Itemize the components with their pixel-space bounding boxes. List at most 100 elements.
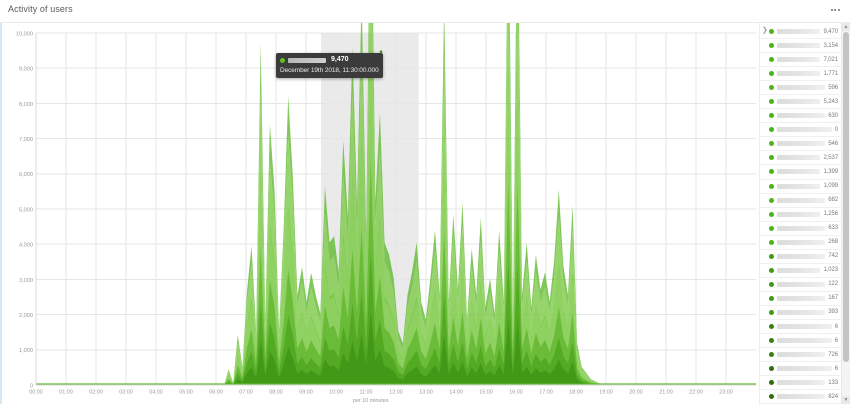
legend-series-value: 7,021 — [823, 56, 838, 63]
tooltip-timestamp: December 19th 2018, 11:30:00.000 — [280, 66, 379, 74]
legend-row[interactable]: 1,023 — [760, 264, 841, 278]
caret-up-icon[interactable]: ▲ — [842, 23, 850, 31]
legend-row[interactable]: 393 — [760, 306, 841, 320]
legend-series-color-dot — [769, 366, 774, 372]
y-axis-tick-label: 2,000 — [19, 313, 33, 319]
y-axis-tick-label: 8,000 — [19, 102, 33, 108]
x-axis-tick-label: 19:00 — [599, 390, 613, 396]
activity-area-chart[interactable]: 0 1,000 2,000 3,000 4,000 5,000 6,000 7,000 8,00… — [2, 23, 760, 405]
legend-series-label — [777, 71, 821, 77]
tooltip-value: 9,470 — [331, 56, 349, 63]
legend-row[interactable]: 9,470 — [760, 25, 841, 40]
legend-series-color-dot — [769, 43, 774, 49]
legend-series-label — [777, 295, 826, 301]
chart-tooltip: 9,470 December 19th 2018, 11:30:00.000 — [276, 53, 383, 79]
x-axis-tick-label: 15:00 — [479, 390, 493, 396]
x-axis-tick-label: 13:00 — [419, 390, 433, 396]
x-axis-tick-label: 06:00 — [209, 390, 223, 396]
scrollbar-thumb[interactable] — [843, 32, 849, 362]
legend-series-label — [777, 155, 821, 161]
legend-series-value: 3,154 — [823, 42, 838, 49]
legend-row[interactable]: 6 — [760, 362, 841, 377]
x-axis-tick-label: 21:00 — [659, 390, 673, 396]
legend-row[interactable]: 630 — [760, 109, 841, 124]
legend-row[interactable]: 596 — [760, 81, 841, 96]
legend-row[interactable]: 0 — [760, 123, 841, 138]
tooltip-series-label — [288, 57, 326, 63]
x-axis-tick-label: 08:00 — [269, 390, 283, 396]
legend-list[interactable]: 9,470 3,154 7,021 1,771 596 5,243 630 0 546 2,537… — [760, 23, 841, 404]
chevron-right-icon[interactable]: ❯ — [762, 27, 768, 34]
x-axis-tick-label: 07:00 — [239, 390, 253, 396]
legend-series-color-dot — [769, 113, 774, 119]
chart-container[interactable]: 0 1,000 2,000 3,000 4,000 5,000 6,000 7,000 8,00… — [0, 23, 759, 404]
legend-series-label — [777, 127, 832, 133]
legend-row[interactable]: 133 — [760, 376, 841, 391]
legend-row[interactable]: 6 — [760, 320, 841, 335]
legend-series-label — [777, 85, 826, 91]
legend-row[interactable]: 1,399 — [760, 165, 841, 180]
legend-series-label — [777, 113, 826, 119]
legend-series-color-dot — [769, 85, 774, 91]
legend-row[interactable]: 1,256 — [760, 208, 841, 222]
legend-series-value: 6 — [834, 323, 838, 330]
legend-series-value: 824 — [828, 393, 838, 400]
legend-scrollbar[interactable]: ▲ ▼ — [841, 23, 850, 404]
legend-series-label — [777, 394, 826, 400]
y-axis-tick-label: 9,000 — [19, 67, 33, 73]
page-title: Activity of users — [8, 4, 73, 14]
legend-series-color-dot — [769, 253, 774, 259]
legend-series-value: 9,470 — [823, 28, 838, 35]
x-axis-tick-label: 20:00 — [629, 390, 643, 396]
menu-dot — [830, 9, 833, 11]
legend-series-label — [777, 211, 821, 217]
legend-series-label — [777, 253, 826, 259]
legend-series-label — [777, 324, 832, 329]
legend-row[interactable]: 2,537 — [760, 151, 841, 166]
legend-row[interactable]: 6 — [760, 334, 841, 349]
y-axis-tick-label: 6,000 — [19, 172, 33, 178]
legend-series-color-dot — [769, 338, 774, 344]
panel-header: Activity of users — [0, 0, 850, 23]
legend-row[interactable]: 546 — [760, 137, 841, 152]
legend-row[interactable]: 633 — [760, 222, 841, 236]
y-axis-tick-label: 1,000 — [19, 348, 33, 354]
legend-series-value: 1,023 — [823, 267, 838, 274]
legend-row[interactable]: 1,099 — [760, 180, 841, 194]
legend-series-color-dot — [769, 71, 774, 77]
legend-series-color-dot — [769, 225, 774, 231]
caret-down-icon[interactable]: ▼ — [842, 396, 850, 404]
legend-row[interactable]: 7,021 — [760, 53, 841, 68]
legend-series-value: 682 — [828, 197, 838, 204]
legend-row[interactable]: 5,243 — [760, 95, 841, 110]
legend-series-value: 0 — [834, 126, 838, 133]
legend-series-value: 726 — [828, 351, 838, 358]
legend-series-label — [777, 225, 826, 231]
x-axis-tick-label: 00:00 — [29, 390, 43, 396]
tooltip-series-color-dot — [280, 57, 285, 63]
legend-row[interactable]: 682 — [760, 194, 841, 208]
legend-row[interactable]: 1,771 — [760, 67, 841, 82]
legend-series-value: 393 — [828, 309, 838, 316]
legend-series-value: 633 — [828, 225, 838, 232]
legend-row[interactable]: 167 — [760, 292, 841, 306]
x-axis-tick-label: 03:00 — [119, 390, 133, 396]
legend-row[interactable]: 122 — [760, 278, 841, 292]
ellipsis-horizontal-icon[interactable] — [827, 4, 843, 16]
legend-series-value: 6 — [834, 337, 838, 344]
legend-series-color-dot — [769, 155, 774, 161]
y-axis-tick-label: 5,000 — [19, 207, 33, 213]
legend-series-label — [777, 43, 821, 49]
peak-data-point[interactable] — [379, 50, 383, 53]
legend-row[interactable]: 824 — [760, 390, 841, 404]
x-axis-tick-label: 01:00 — [59, 390, 73, 396]
y-axis-tick-label: 3,000 — [19, 278, 33, 284]
legend-row[interactable]: 726 — [760, 348, 841, 363]
legend-row[interactable]: 742 — [760, 250, 841, 264]
panel-body: 0 1,000 2,000 3,000 4,000 5,000 6,000 7,000 8,00… — [0, 23, 850, 404]
area-series[interactable] — [36, 23, 756, 385]
legend-row[interactable]: 3,154 — [760, 39, 841, 54]
legend-series-label — [777, 197, 826, 203]
legend-row[interactable]: 268 — [760, 236, 841, 250]
legend-series-value: 133 — [828, 379, 838, 386]
